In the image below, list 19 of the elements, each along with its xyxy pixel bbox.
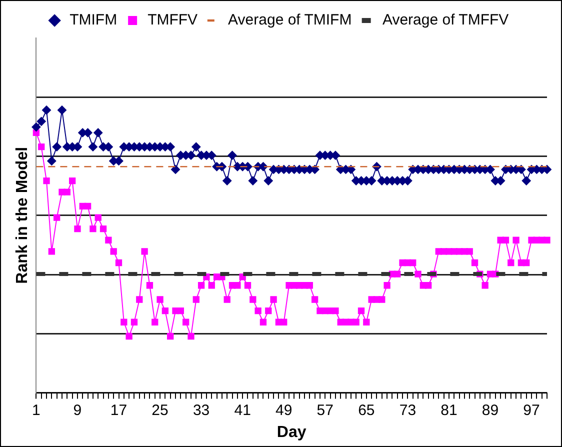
x-tick-label: 65 bbox=[358, 402, 375, 419]
x-tick-label: 81 bbox=[440, 402, 458, 419]
x-tick-label: 25 bbox=[152, 402, 168, 419]
x-tick-label: 9 bbox=[73, 402, 82, 419]
x-tick-label: 41 bbox=[234, 402, 251, 419]
x-tick-label: 49 bbox=[276, 402, 292, 419]
x-tick-label: 33 bbox=[192, 402, 210, 419]
x-tick-label: 73 bbox=[399, 402, 416, 419]
x-tick-label: 17 bbox=[110, 402, 128, 419]
legend-label: Average of TMFFV bbox=[382, 12, 509, 29]
legend-label: TMIFM bbox=[70, 12, 118, 29]
x-tick-label: 97 bbox=[523, 402, 540, 419]
x-tick-label: 1 bbox=[32, 402, 40, 419]
legend-label: TMFFV bbox=[148, 12, 198, 29]
y-axis-title: Rank in the Model bbox=[14, 146, 32, 284]
x-tick-label: 89 bbox=[482, 402, 499, 419]
x-axis-title: Day bbox=[276, 424, 306, 441]
legend-label: Average of TMIFM bbox=[228, 12, 352, 29]
x-tick-label: 57 bbox=[316, 402, 334, 419]
